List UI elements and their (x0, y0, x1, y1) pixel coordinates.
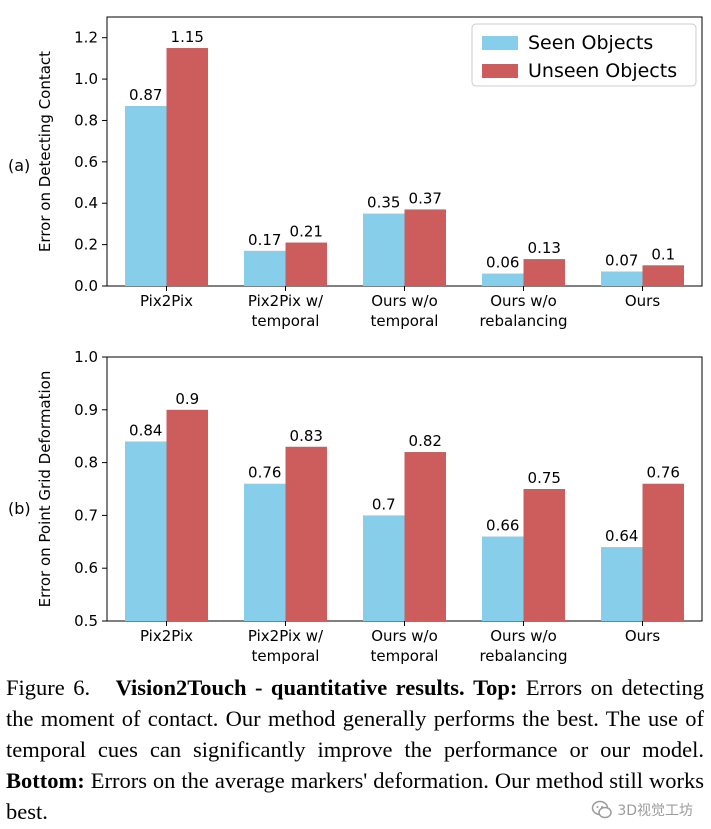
x-tick-label: temporal (371, 312, 439, 330)
y-tick-label: 0.2 (74, 236, 98, 254)
x-tick-label: Ours w/o (371, 292, 438, 310)
panel-label: (a) (8, 156, 30, 175)
bar-seen-0 (125, 105, 167, 286)
bar-unseen-1 (285, 446, 327, 621)
data-label: 0.17 (248, 231, 281, 249)
x-tick-label: Pix2Pix (140, 292, 193, 310)
x-tick-label: Ours w/o (490, 292, 557, 310)
y-axis-label: Error on Detecting Contact (36, 51, 54, 252)
y-tick-label: 1.0 (74, 348, 98, 366)
x-tick-label: Pix2Pix w/ (248, 627, 324, 645)
caption-title: Vision2Touch - quantitative results. (115, 675, 465, 700)
y-tick-label: 0.8 (74, 111, 98, 129)
caption-top-text: Errors on detecting the moment of contac… (6, 675, 705, 762)
data-label: 0.1 (651, 245, 675, 263)
data-label: 0.9 (175, 390, 199, 408)
legend: Seen Objects Unseen Objects (471, 23, 697, 87)
bar-seen-2 (363, 213, 405, 286)
legend-box (471, 23, 697, 87)
bar-seen-0 (125, 441, 167, 621)
data-label: 0.76 (647, 464, 680, 482)
bar-unseen-3 (523, 489, 565, 621)
data-label: 0.87 (129, 86, 162, 104)
data-label: 0.35 (367, 194, 400, 212)
x-tick-label: rebalancing (479, 647, 567, 665)
bar-seen-4 (601, 271, 643, 286)
data-label: 0.21 (290, 223, 323, 241)
bar-seen-4 (601, 547, 643, 621)
y-tick-label: 0.7 (74, 506, 98, 524)
caption-figure-label: Figure 6. (6, 675, 91, 700)
data-label: 0.06 (486, 254, 519, 272)
data-label: 0.82 (409, 432, 442, 450)
legend-swatch-0 (482, 36, 518, 50)
x-tick-label: temporal (252, 647, 320, 665)
y-tick-label: 0.8 (74, 454, 98, 472)
x-tick-label: Ours w/o (371, 627, 438, 645)
legend-label-0: Seen Objects (528, 32, 653, 54)
bar-unseen-3 (523, 259, 565, 286)
y-tick-label: 0.6 (74, 559, 98, 577)
x-tick-label: Ours (625, 292, 660, 310)
caption-bottom-label: Bottom: (6, 768, 85, 793)
bar-seen-1 (244, 250, 286, 286)
watermark-text: 3D视觉工坊 (617, 803, 693, 819)
y-tick-label: 0.5 (74, 612, 98, 630)
chart-bottom-deformation-error: 0.5 0.6 0.7 0.8 0.9 1.0 Error on Point Grid De… (8, 348, 703, 665)
bar-unseen-2 (404, 209, 446, 286)
data-label: 0.37 (409, 189, 442, 207)
panel-label: (b) (8, 499, 31, 518)
bar-unseen-0 (166, 48, 208, 287)
y-tick-label: 0.6 (74, 153, 98, 171)
bar-seen-3 (482, 536, 524, 621)
chart-top-contact-error: 0.0 0.2 0.4 0.6 0.8 1.0 1.2 Error on Detecting … (8, 16, 703, 330)
data-label: 0.13 (528, 239, 561, 257)
bar-seen-2 (363, 515, 405, 621)
bar-unseen-4 (642, 483, 684, 621)
bar-unseen-0 (166, 409, 208, 621)
watermark: 3D视觉工坊 (591, 799, 693, 821)
legend-swatch-1 (482, 64, 518, 78)
data-label: 0.7 (372, 495, 396, 513)
x-tick-label: rebalancing (479, 312, 567, 330)
wechat-icon (592, 800, 613, 819)
data-label: 0.83 (290, 427, 323, 445)
x-tick-label: Ours (625, 627, 660, 645)
x-tick-label: temporal (371, 647, 439, 665)
bar-seen-1 (244, 483, 286, 621)
x-tick-label: temporal (252, 312, 320, 330)
y-axis-label: Error on Point Grid Deformation (36, 371, 54, 608)
caption-top-label: Top: (473, 675, 518, 700)
data-label: 1.15 (171, 28, 204, 46)
data-label: 0.07 (605, 252, 638, 270)
data-label: 0.75 (528, 469, 561, 487)
x-tick-label: Pix2Pix (140, 627, 193, 645)
y-tick-label: 1.0 (74, 70, 98, 88)
y-tick-label: 0.0 (74, 277, 98, 295)
figure-caption: Figure 6. Vision2Touch - quantitative re… (6, 672, 704, 827)
data-label: 0.84 (129, 421, 162, 439)
figure-charts: 0.0 0.2 0.4 0.6 0.8 1.0 1.2 Error on Detecting … (8, 16, 703, 665)
bar-unseen-4 (642, 265, 684, 286)
y-tick-label: 1.2 (74, 29, 98, 47)
bar-seen-3 (482, 273, 524, 286)
legend-label-1: Unseen Objects (528, 60, 677, 82)
bar-unseen-1 (285, 242, 327, 286)
x-tick-label: Pix2Pix w/ (248, 292, 324, 310)
data-label: 0.66 (486, 517, 519, 535)
y-tick-label: 0.4 (74, 194, 98, 212)
bar-unseen-2 (404, 452, 446, 621)
data-label: 0.64 (605, 527, 638, 545)
x-tick-label: Ours w/o (490, 627, 557, 645)
y-tick-label: 0.9 (74, 401, 98, 419)
data-label: 0.76 (248, 464, 281, 482)
caption-bottom-text: Errors on the average markers' deformati… (6, 768, 704, 824)
